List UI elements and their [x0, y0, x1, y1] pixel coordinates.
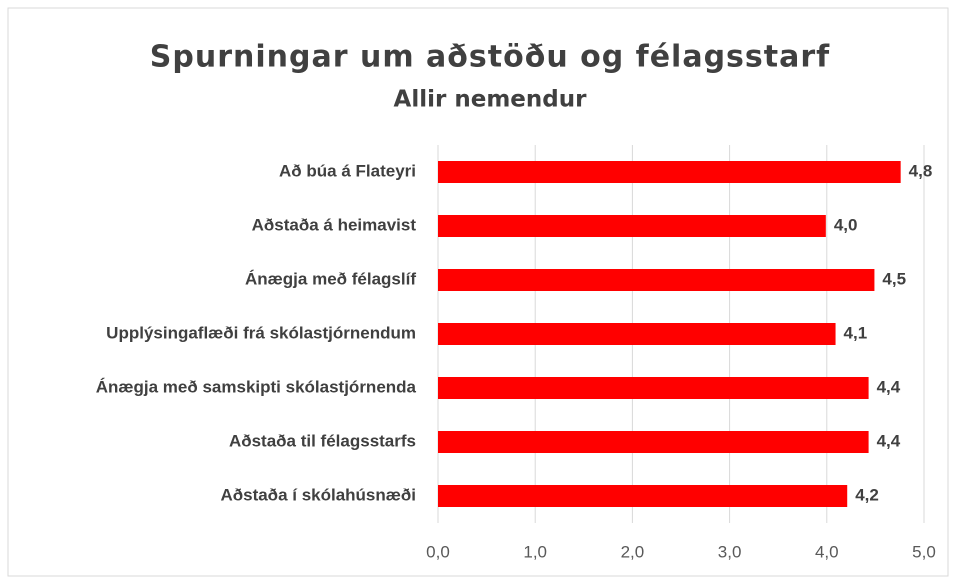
y-tick-label: Upplýsingaflæði frá skólastjórnendum — [106, 323, 416, 342]
x-tick-label: 0,0 — [426, 542, 450, 561]
bar — [438, 377, 869, 399]
data-label: 4,4 — [877, 431, 901, 450]
y-tick-label: Aðstaða til félagsstarfs — [229, 431, 416, 450]
bar — [438, 161, 901, 183]
y-tick-label: Aðstaða á heimavist — [252, 215, 417, 234]
data-label: 4,1 — [844, 323, 868, 342]
y-tick-label: Ánægja með samskipti skólastjórnenda — [96, 377, 417, 396]
y-tick-label: Að búa á Flateyri — [279, 161, 416, 180]
bar — [438, 215, 826, 237]
bar — [438, 485, 848, 507]
data-label: 4,2 — [855, 485, 879, 504]
data-label: 4,4 — [877, 377, 901, 396]
data-label: 4,0 — [834, 215, 858, 234]
chart-title: Spurningar um aðstöðu og félagsstarf — [150, 40, 830, 75]
bar — [438, 323, 836, 345]
y-tick-label: Aðstaða í skólahúsnæði — [220, 485, 416, 504]
bar — [438, 269, 875, 291]
y-tick-label: Ánægja með félagslíf — [245, 269, 416, 288]
x-tick-label: 2,0 — [621, 542, 645, 561]
data-label: 4,8 — [909, 161, 933, 180]
data-label: 4,5 — [882, 269, 906, 288]
x-tick-label: 3,0 — [718, 542, 742, 561]
x-tick-label: 5,0 — [912, 542, 936, 561]
chart-border — [7, 7, 949, 577]
chart-subtitle: Allir nemendur — [394, 87, 588, 113]
x-tick-label: 1,0 — [523, 542, 547, 561]
x-tick-label: 4,0 — [815, 542, 839, 561]
bar — [438, 431, 869, 453]
